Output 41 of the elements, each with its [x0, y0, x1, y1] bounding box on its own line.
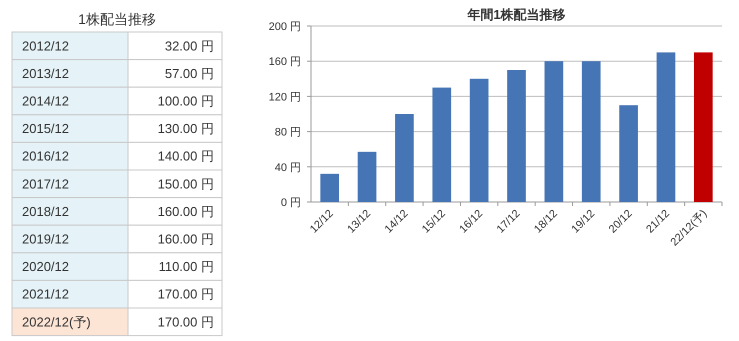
- category-label: 2012/12: [22, 38, 69, 54]
- data-label: 57.00 円: [164, 66, 214, 81]
- y-tick-label: 80 円: [274, 126, 301, 139]
- bar: [544, 61, 564, 202]
- bar: [656, 52, 676, 202]
- category-label: 2020/12: [22, 259, 69, 274]
- category-label: 2017/12: [22, 176, 69, 192]
- category-label: 2015/12: [22, 121, 69, 136]
- bar: [395, 114, 414, 202]
- category-label: 2016/12: [22, 148, 69, 164]
- bar: [619, 105, 638, 202]
- category-label: 2014/12: [22, 94, 69, 108]
- bar: [432, 88, 452, 202]
- bar: [358, 152, 376, 202]
- bar: [694, 52, 713, 202]
- data-label: 170.00 円: [158, 286, 214, 302]
- data-label: 110.00 円: [158, 259, 214, 274]
- data-label: 160.00 円: [158, 204, 214, 219]
- text: 1株配当推移: [78, 11, 156, 27]
- data-label: 32.00 円: [164, 38, 214, 54]
- y-tick-label: 120 円: [268, 91, 301, 104]
- data-label: 130.00 円: [158, 121, 214, 136]
- data-label: 160.00 円: [158, 232, 214, 246]
- y-tick-label: 40 円: [274, 162, 301, 174]
- y-tick-label: 200 円: [268, 21, 301, 33]
- category-label: 2019/12: [22, 232, 69, 246]
- data-label: 170.00 円: [158, 314, 214, 330]
- category-label: 2022/12(予): [22, 314, 91, 330]
- category-label: 2021/12: [22, 286, 69, 302]
- y-tick-label: 0 円: [280, 197, 301, 209]
- data-label: 100.00 円: [158, 94, 214, 108]
- bar: [582, 61, 601, 202]
- bar: [320, 174, 340, 202]
- data-label: 150.00 円: [158, 176, 214, 192]
- category-label: 2013/12: [22, 66, 69, 81]
- category-label: 2018/12: [22, 204, 69, 219]
- data-label: 140.00 円: [158, 148, 214, 164]
- bar: [470, 78, 488, 202]
- y-tick-label: 160 円: [268, 56, 301, 68]
- chart-title: 年間1株配当推移: [466, 7, 566, 22]
- bar: [507, 70, 526, 202]
